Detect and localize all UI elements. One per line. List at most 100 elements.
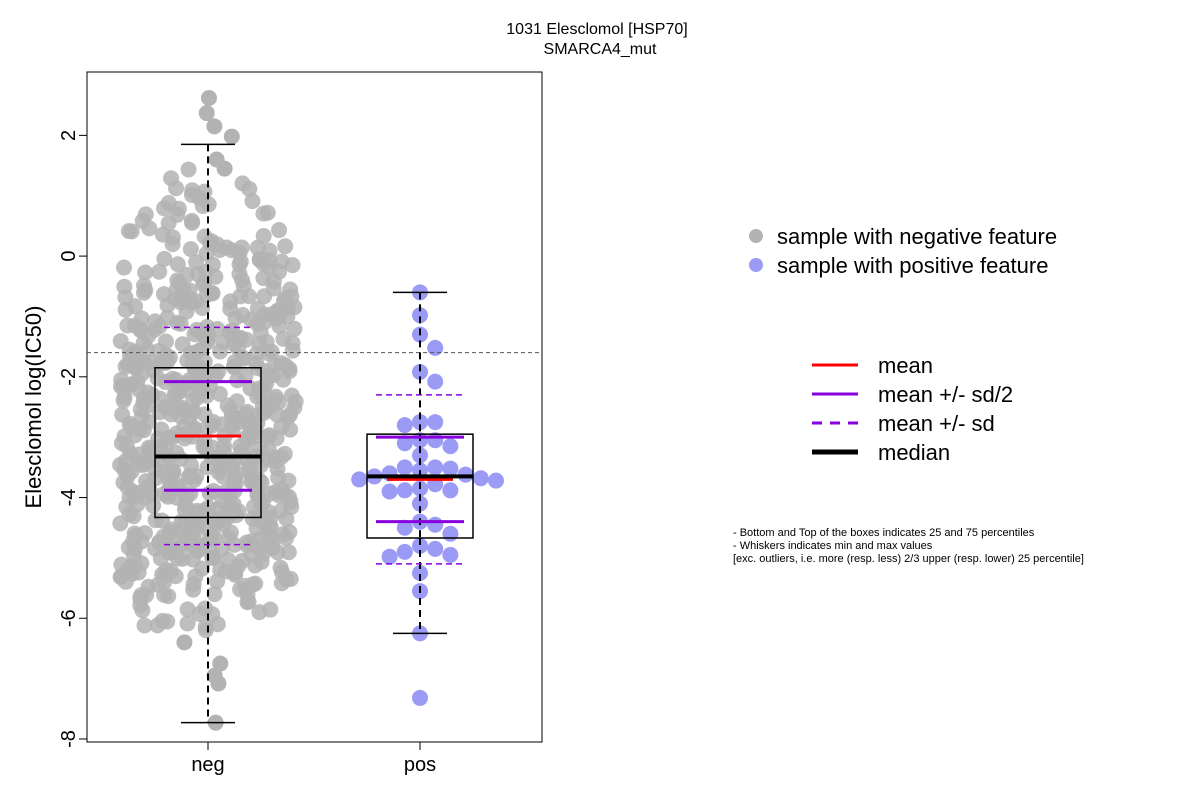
neg-point [191, 605, 208, 622]
neg-point [156, 200, 173, 217]
y-axis-label: Elesclomol log(IC50) [21, 306, 46, 509]
pos-point [396, 482, 413, 499]
neg-point [263, 343, 280, 360]
neg-point [209, 573, 226, 590]
neg-point [271, 222, 288, 239]
legend-point-label: sample with negative feature [777, 224, 1057, 249]
neg-point [164, 236, 181, 253]
pos-point [412, 447, 428, 464]
neg-point [234, 552, 251, 569]
neg-point [244, 193, 261, 210]
neg-point [127, 298, 144, 315]
neg-point [241, 180, 258, 197]
neg-point [284, 342, 301, 359]
pos-point [427, 414, 444, 431]
pos-point [396, 435, 413, 452]
neg-point [200, 89, 217, 106]
y-tick-label: -2 [58, 368, 80, 386]
neg-point [245, 473, 262, 490]
pos-point [412, 414, 428, 431]
neg-point [227, 566, 244, 583]
neg-point [115, 259, 132, 276]
title-group: 1031 Elesclomol [HSP70] SMARCA4_mut [506, 21, 687, 58]
neg-point [169, 256, 186, 273]
neg-point [268, 430, 285, 447]
neg-point [160, 588, 177, 605]
pos-point [488, 472, 504, 489]
neg-point [256, 288, 273, 305]
legend-line-label: mean [878, 353, 933, 378]
neg-point [212, 343, 229, 360]
legend-line-label: median [878, 440, 950, 465]
neg-point [117, 358, 134, 375]
pos-point [427, 540, 444, 557]
neg-point [216, 160, 233, 177]
note-line: - Whiskers indicates min and max values [733, 540, 933, 552]
pos-point [442, 546, 459, 563]
pos-box [366, 433, 474, 539]
legend-point-marker [749, 258, 763, 272]
pos-point [412, 495, 428, 512]
neg-point [135, 422, 152, 439]
neg-point [194, 299, 211, 316]
neg-point [284, 257, 301, 274]
points-layer [112, 89, 504, 731]
neg-point [185, 581, 202, 598]
neg-point [206, 118, 223, 135]
neg-point [206, 586, 223, 603]
neg-point [282, 421, 299, 438]
x-tick-label: neg [191, 754, 224, 776]
neg-point [145, 497, 162, 514]
neg-point [205, 414, 222, 431]
pos-point [396, 543, 413, 560]
neg-point [169, 314, 186, 331]
neg-point [149, 617, 166, 634]
neg-point [212, 655, 229, 672]
neg-point [179, 615, 196, 632]
neg-point [253, 553, 270, 570]
neg-point [117, 573, 134, 590]
neg-point [141, 220, 158, 237]
neg-point [204, 549, 221, 566]
neg-point [211, 242, 228, 259]
neg-point [184, 214, 201, 231]
neg-point [210, 363, 227, 380]
neg-point [156, 250, 173, 267]
y-tick-label: -6 [58, 609, 80, 627]
neg-point [125, 508, 142, 525]
neg-point [232, 581, 249, 598]
plot-frame [86, 71, 543, 743]
axes-layer: 2 0 -2 -4 -6 -8 neg pos [58, 130, 436, 776]
neg-point [198, 105, 215, 122]
neg-point [198, 387, 215, 404]
pos-point [442, 460, 459, 477]
pos-point [442, 438, 459, 455]
pos-point [396, 417, 413, 434]
neg-box [154, 367, 262, 519]
neg-point [188, 254, 205, 271]
neg-point [176, 634, 193, 651]
neg-point [147, 512, 164, 529]
pos-point [396, 459, 413, 476]
pos-point [472, 470, 489, 487]
neg-point [240, 593, 257, 610]
neg-point [156, 574, 173, 591]
neg-point [245, 428, 262, 445]
pos-point [442, 482, 459, 499]
stats-layer [87, 143, 542, 724]
pos-point [412, 689, 428, 706]
neg-point [151, 263, 168, 280]
neg-point [280, 544, 297, 561]
pos-point [442, 525, 459, 542]
neg-point [112, 515, 129, 532]
neg-point [115, 392, 132, 409]
neg-point [278, 510, 295, 527]
neg-point [194, 197, 211, 214]
y-tick-label: 0 [58, 251, 80, 262]
pos-point [427, 339, 444, 356]
pos-point [412, 537, 428, 554]
neg-point [137, 264, 154, 281]
neg-point [211, 385, 228, 402]
neg-point [251, 604, 268, 621]
